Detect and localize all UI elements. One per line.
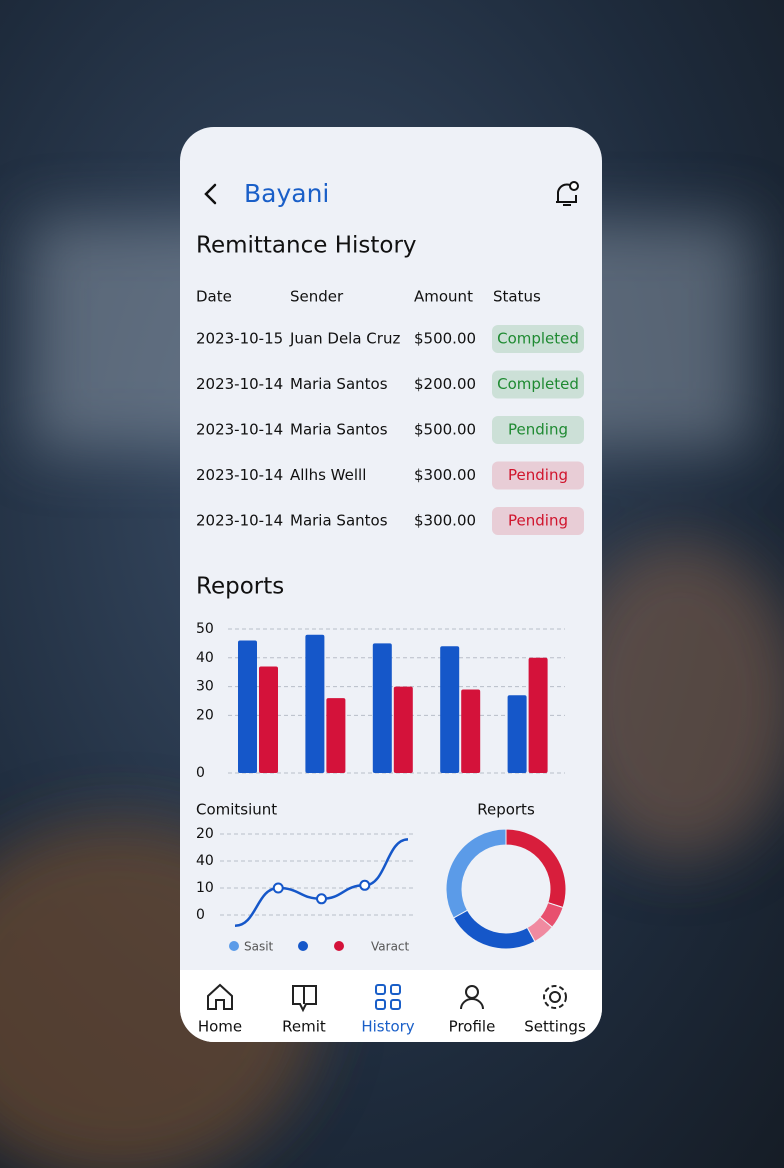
y-tick-label: 40 bbox=[196, 650, 214, 666]
cell-date: 2023-10-14 bbox=[196, 512, 283, 530]
bar bbox=[326, 698, 346, 773]
cell-amount: $500.00 bbox=[414, 421, 476, 439]
bar bbox=[461, 689, 481, 773]
chart-title: Reports bbox=[477, 801, 535, 819]
cell-date: 2023-10-14 bbox=[196, 466, 283, 484]
cell-sender: Juan Dela Cruz bbox=[289, 330, 400, 348]
status-label: Pending bbox=[508, 466, 568, 484]
status-label: Pending bbox=[508, 512, 568, 530]
cell-sender: Allhs Welll bbox=[290, 466, 366, 484]
cell-amount: $500.00 bbox=[414, 330, 476, 348]
section-title: Remittance History bbox=[196, 233, 417, 259]
nav-label[interactable]: Settings bbox=[524, 1018, 586, 1036]
status-pill bbox=[492, 325, 584, 353]
column-header: Date bbox=[196, 288, 232, 306]
line-marker bbox=[359, 879, 371, 891]
status-label: Pending bbox=[508, 421, 568, 439]
donut-segment bbox=[445, 828, 507, 919]
bar bbox=[507, 695, 527, 773]
cell-date: 2023-10-14 bbox=[196, 375, 283, 393]
y-tick-label: 20 bbox=[196, 707, 214, 723]
cell-sender: Maria Santos bbox=[290, 375, 388, 393]
y-tick-label: 0 bbox=[196, 765, 205, 781]
cell-amount: $300.00 bbox=[414, 466, 476, 484]
y-tick-label: 30 bbox=[196, 679, 214, 695]
cell-date: 2023-10-14 bbox=[196, 421, 283, 439]
app-title: Bayani bbox=[244, 179, 329, 208]
status-pill bbox=[492, 461, 584, 490]
status-pill bbox=[492, 507, 584, 535]
nav-icons bbox=[207, 983, 567, 1013]
cell-sender: Maria Santos bbox=[290, 421, 388, 439]
y-tick-label: 40 bbox=[196, 853, 214, 869]
column-header: Status bbox=[493, 288, 541, 306]
bar bbox=[305, 634, 325, 773]
notification-bell[interactable] bbox=[556, 181, 579, 206]
column-header: Sender bbox=[290, 288, 344, 306]
status-pill bbox=[492, 416, 584, 444]
nav-label[interactable]: History bbox=[361, 1018, 414, 1036]
status-pill bbox=[492, 370, 584, 399]
column-header: Amount bbox=[414, 288, 473, 306]
nav-label[interactable]: Profile bbox=[449, 1018, 496, 1036]
legend-swatch bbox=[229, 941, 239, 951]
legend-swatch bbox=[298, 941, 308, 951]
phone-card bbox=[180, 127, 602, 1042]
cell-date: 2023-10-15 bbox=[196, 330, 283, 348]
bar bbox=[238, 640, 257, 773]
y-tick-label: 0 bbox=[196, 907, 205, 923]
bar bbox=[440, 646, 460, 773]
section-title: Reports bbox=[196, 574, 284, 600]
bar bbox=[393, 686, 413, 773]
legend-swatch bbox=[334, 941, 344, 951]
y-tick-label: 10 bbox=[196, 880, 214, 896]
cell-amount: $200.00 bbox=[414, 375, 476, 393]
legend-label: Varact bbox=[371, 940, 410, 954]
bar bbox=[372, 643, 392, 773]
nav-label[interactable]: Home bbox=[198, 1018, 242, 1036]
cell-amount: $300.00 bbox=[414, 512, 476, 530]
nav-label[interactable]: Remit bbox=[282, 1018, 326, 1036]
line-marker bbox=[316, 893, 327, 905]
back-button[interactable] bbox=[204, 183, 217, 205]
line-marker bbox=[272, 882, 284, 894]
status-label: Completed bbox=[497, 375, 579, 393]
bar bbox=[259, 666, 278, 773]
bar bbox=[528, 657, 548, 773]
cell-sender: Maria Santos bbox=[290, 512, 388, 530]
status-label: Completed bbox=[497, 330, 579, 348]
y-tick-label: 50 bbox=[196, 621, 214, 637]
chart-title: Comitsiunt bbox=[196, 801, 277, 819]
legend-label: Sasit bbox=[244, 940, 274, 954]
y-tick-label: 20 bbox=[196, 826, 214, 842]
